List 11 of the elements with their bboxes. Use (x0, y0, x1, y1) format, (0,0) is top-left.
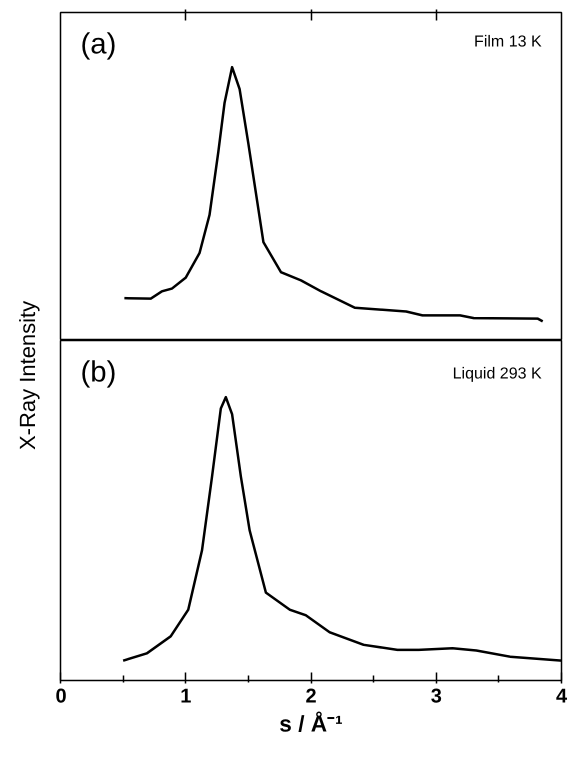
text: Liquid 293 K (452, 366, 542, 382)
x-tick-label: 4 (556, 686, 568, 708)
y-axis-title: X-Ray Intensity (14, 300, 41, 450)
text: (a) (80, 28, 116, 60)
text: (b) (80, 356, 116, 388)
x-tick-label: 1 (180, 686, 192, 708)
x-tick-label: 3 (430, 686, 442, 708)
x-tick-label: 2 (305, 686, 317, 708)
x-tick-label: 0 (56, 686, 67, 708)
x-axis-title: s / Å⁻¹ (279, 710, 343, 736)
text: Film 13 K (474, 34, 542, 50)
